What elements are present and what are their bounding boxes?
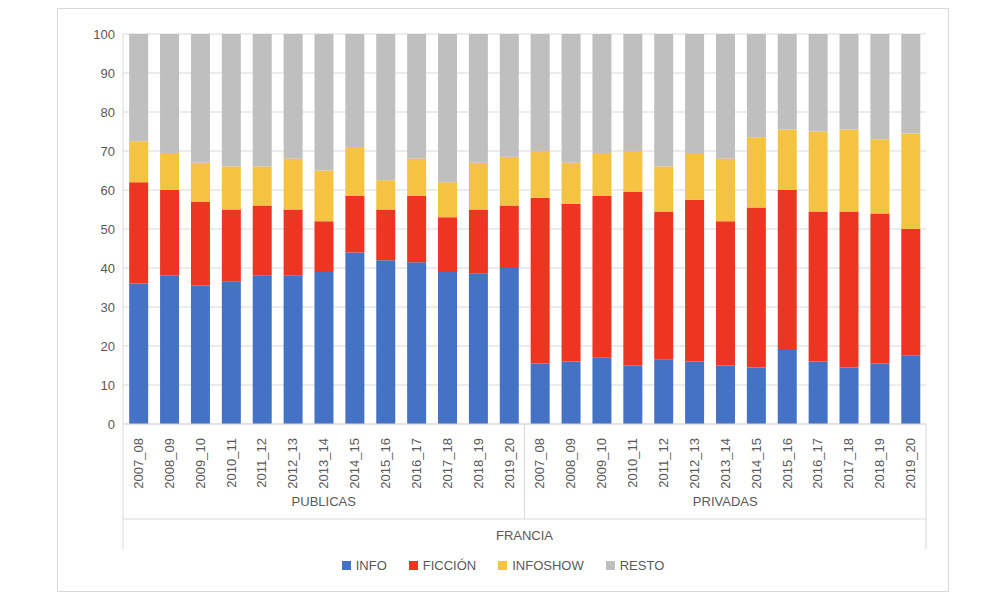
svg-text:2009_10: 2009_10 bbox=[193, 438, 208, 489]
svg-text:20: 20 bbox=[101, 339, 115, 354]
svg-text:2008_09: 2008_09 bbox=[162, 438, 177, 489]
svg-text:PRIVADAS: PRIVADAS bbox=[693, 494, 758, 509]
svg-text:2017_18: 2017_18 bbox=[440, 438, 455, 489]
svg-text:2016_17: 2016_17 bbox=[810, 438, 825, 489]
html-text:FICCIÓN: FICCIÓN bbox=[422, 558, 477, 573]
svg-text:0: 0 bbox=[108, 417, 115, 432]
html-text:RESTO: RESTO bbox=[619, 558, 665, 573]
svg-text:2013_14: 2013_14 bbox=[316, 438, 331, 489]
html-text:INFO: INFO bbox=[355, 558, 387, 573]
svg-text:80: 80 bbox=[101, 105, 115, 120]
svg-text:2015_16: 2015_16 bbox=[780, 438, 795, 489]
svg-text:40: 40 bbox=[101, 261, 115, 276]
svg-text:50: 50 bbox=[101, 222, 115, 237]
svg-text:2007_08: 2007_08 bbox=[131, 438, 146, 489]
svg-text:30: 30 bbox=[101, 300, 115, 315]
svg-text:10: 10 bbox=[101, 378, 115, 393]
svg-text:2018_19: 2018_19 bbox=[872, 438, 887, 489]
svg-text:2012_13: 2012_13 bbox=[285, 438, 300, 489]
svg-text:2013_14: 2013_14 bbox=[718, 438, 733, 489]
svg-text:2017_18: 2017_18 bbox=[841, 438, 856, 489]
svg-text:2007_08: 2007_08 bbox=[532, 438, 547, 489]
svg-text:100: 100 bbox=[93, 27, 115, 42]
svg-text:2011_12: 2011_12 bbox=[254, 438, 269, 488]
svg-text:2009_10: 2009_10 bbox=[594, 438, 609, 489]
svg-text:FRANCIA: FRANCIA bbox=[496, 528, 553, 543]
svg-text:2011_12: 2011_12 bbox=[656, 438, 671, 488]
svg-text:2014_15: 2014_15 bbox=[749, 438, 764, 489]
svg-text:PUBLICAS: PUBLICAS bbox=[292, 494, 357, 509]
svg-text:2015_16: 2015_16 bbox=[378, 438, 393, 489]
svg-text:2016_17: 2016_17 bbox=[409, 438, 424, 489]
svg-text:2019_20: 2019_20 bbox=[502, 438, 517, 489]
html-text:INFOSHOW: INFOSHOW bbox=[512, 558, 584, 573]
svg-text:2014_15: 2014_15 bbox=[347, 438, 362, 489]
svg-text:2008_09: 2008_09 bbox=[563, 438, 578, 489]
svg-text:2018_19: 2018_19 bbox=[471, 438, 486, 489]
svg-text:2010_11: 2010_11 bbox=[224, 438, 239, 488]
svg-text:2010_11: 2010_11 bbox=[625, 438, 640, 488]
svg-text:2012_13: 2012_13 bbox=[687, 438, 702, 489]
svg-text:70: 70 bbox=[101, 144, 115, 159]
svg-text:2019_20: 2019_20 bbox=[903, 438, 918, 489]
svg-text:60: 60 bbox=[101, 183, 115, 198]
svg-text:90: 90 bbox=[101, 66, 115, 81]
